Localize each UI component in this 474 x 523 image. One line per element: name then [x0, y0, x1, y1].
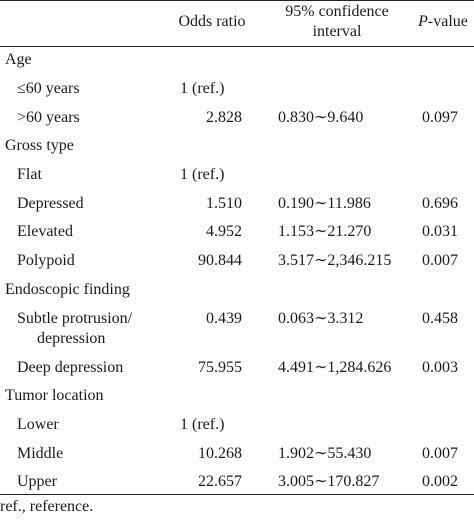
odds-cell: 22.657: [198, 473, 242, 490]
odds-cell: 1 (ref.): [180, 416, 225, 433]
section-label: Endoscopic finding: [5, 281, 130, 298]
header-odds-ratio: Odds ratio: [178, 13, 246, 30]
row-label: Flat: [17, 166, 42, 183]
row-label: >60 years: [17, 109, 80, 126]
odds-cell: 1.510: [206, 195, 242, 212]
p-cell: 0.031: [422, 223, 458, 240]
p-cell: 0.007: [422, 252, 458, 269]
p-cell: 0.003: [422, 359, 458, 376]
ci-cell: 1.153∼21.270: [278, 223, 372, 240]
row-label: Polypoid: [17, 252, 75, 269]
section-label: Age: [5, 51, 32, 68]
row-label-continued: depression: [37, 330, 106, 347]
row-label: Deep depression: [17, 359, 124, 376]
ci-cell: 3.517∼2,346.215: [278, 252, 392, 269]
odds-cell: 1 (ref.): [180, 166, 225, 183]
p-cell: 0.007: [422, 445, 458, 462]
header-p-value: P-value: [418, 13, 468, 30]
header-confidence-interval: 95% confidence interval: [285, 3, 389, 40]
odds-cell: 2.828: [206, 109, 242, 126]
odds-cell: 90.844: [198, 252, 242, 269]
table-footnote: ref., reference.: [0, 498, 94, 515]
ci-cell: 3.005∼170.827: [278, 473, 380, 490]
header-rule: [0, 46, 474, 47]
odds-cell: 75.955: [198, 359, 242, 376]
row-label: ≤60 years: [17, 80, 80, 97]
p-cell: 0.696: [422, 195, 458, 212]
row-label: Lower: [17, 416, 59, 433]
bottom-rule: [0, 494, 474, 495]
top-rule: [0, 0, 474, 1]
row-label: Depressed: [17, 195, 84, 212]
odds-cell: 0.439: [206, 310, 242, 327]
row-label: Middle: [17, 445, 64, 462]
section-label: Tumor location: [5, 387, 104, 404]
row-label: Subtle protrusion/: [17, 310, 133, 327]
row-label: Upper: [17, 473, 57, 490]
odds-cell: 10.268: [198, 445, 242, 462]
ci-cell: 0.190∼11.986: [278, 195, 371, 212]
ci-cell: 1.902∼55.430: [278, 445, 372, 462]
ci-cell: 0.830∼9.640: [278, 109, 364, 126]
p-cell: 0.002: [422, 473, 458, 490]
p-cell: 0.097: [422, 109, 458, 126]
odds-cell: 1 (ref.): [180, 80, 225, 97]
ci-cell: 4.491∼1,284.626: [278, 359, 392, 376]
p-cell: 0.458: [422, 310, 458, 327]
row-label: Elevated: [17, 223, 73, 240]
ci-cell: 0.063∼3.312: [278, 310, 364, 327]
odds-cell: 4.952: [206, 223, 242, 240]
section-label: Gross type: [5, 137, 74, 154]
